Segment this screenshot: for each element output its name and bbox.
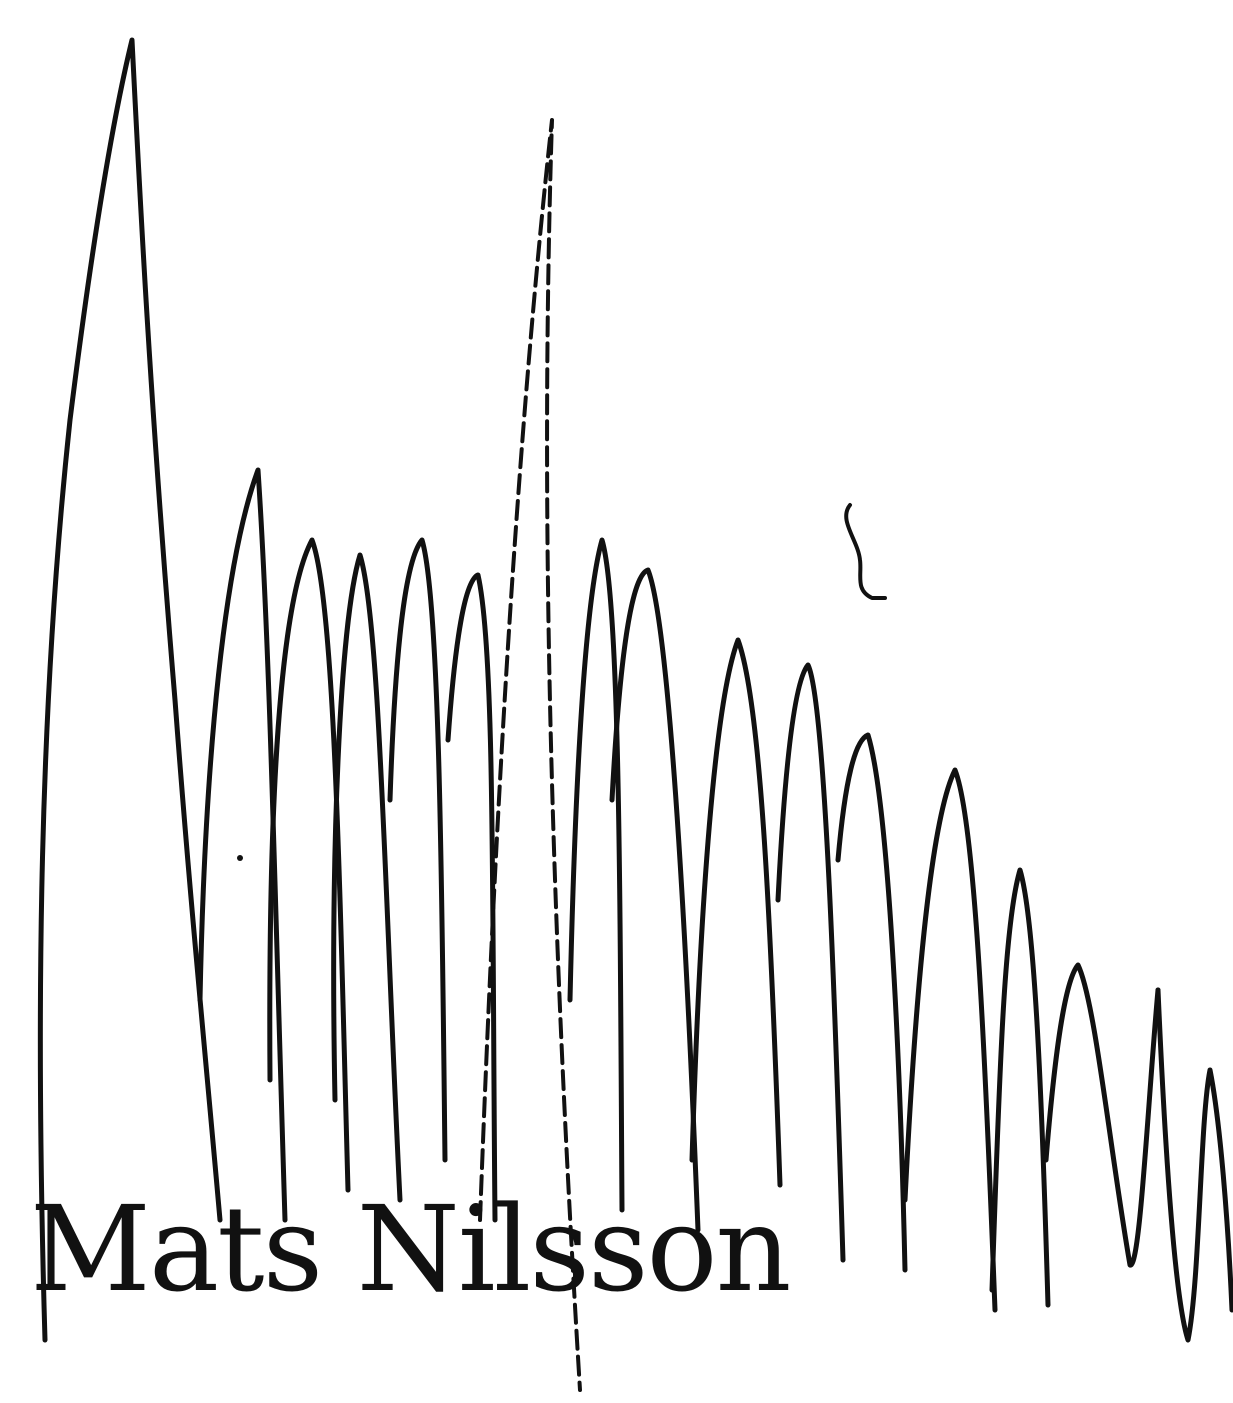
signature-stroke-13	[902, 767, 998, 1313]
signature-stroke-16	[1155, 987, 1233, 1343]
signature-stroke-9	[609, 567, 701, 1233]
signer-name: Mats Nilsson	[30, 1180, 792, 1318]
signature-stroke-4	[331, 552, 403, 1203]
signature-stroke-6	[445, 572, 498, 1223]
signature-stroke-2	[197, 467, 288, 1223]
signature-stroke-17	[844, 503, 887, 600]
signature-stroke-5	[387, 537, 448, 1163]
signature-stroke-10	[689, 637, 783, 1188]
signature-dot	[237, 855, 243, 861]
signature-stroke-8	[567, 537, 625, 1213]
signature-stroke-14	[989, 867, 1051, 1308]
signature-stroke-1	[37, 37, 223, 1343]
signature-stroke-11	[775, 662, 846, 1263]
signature-stroke-7	[478, 118, 582, 1392]
signature-stroke-12	[835, 732, 908, 1273]
signature-stroke-3	[267, 537, 351, 1193]
signature-stroke-15	[1043, 962, 1161, 1268]
